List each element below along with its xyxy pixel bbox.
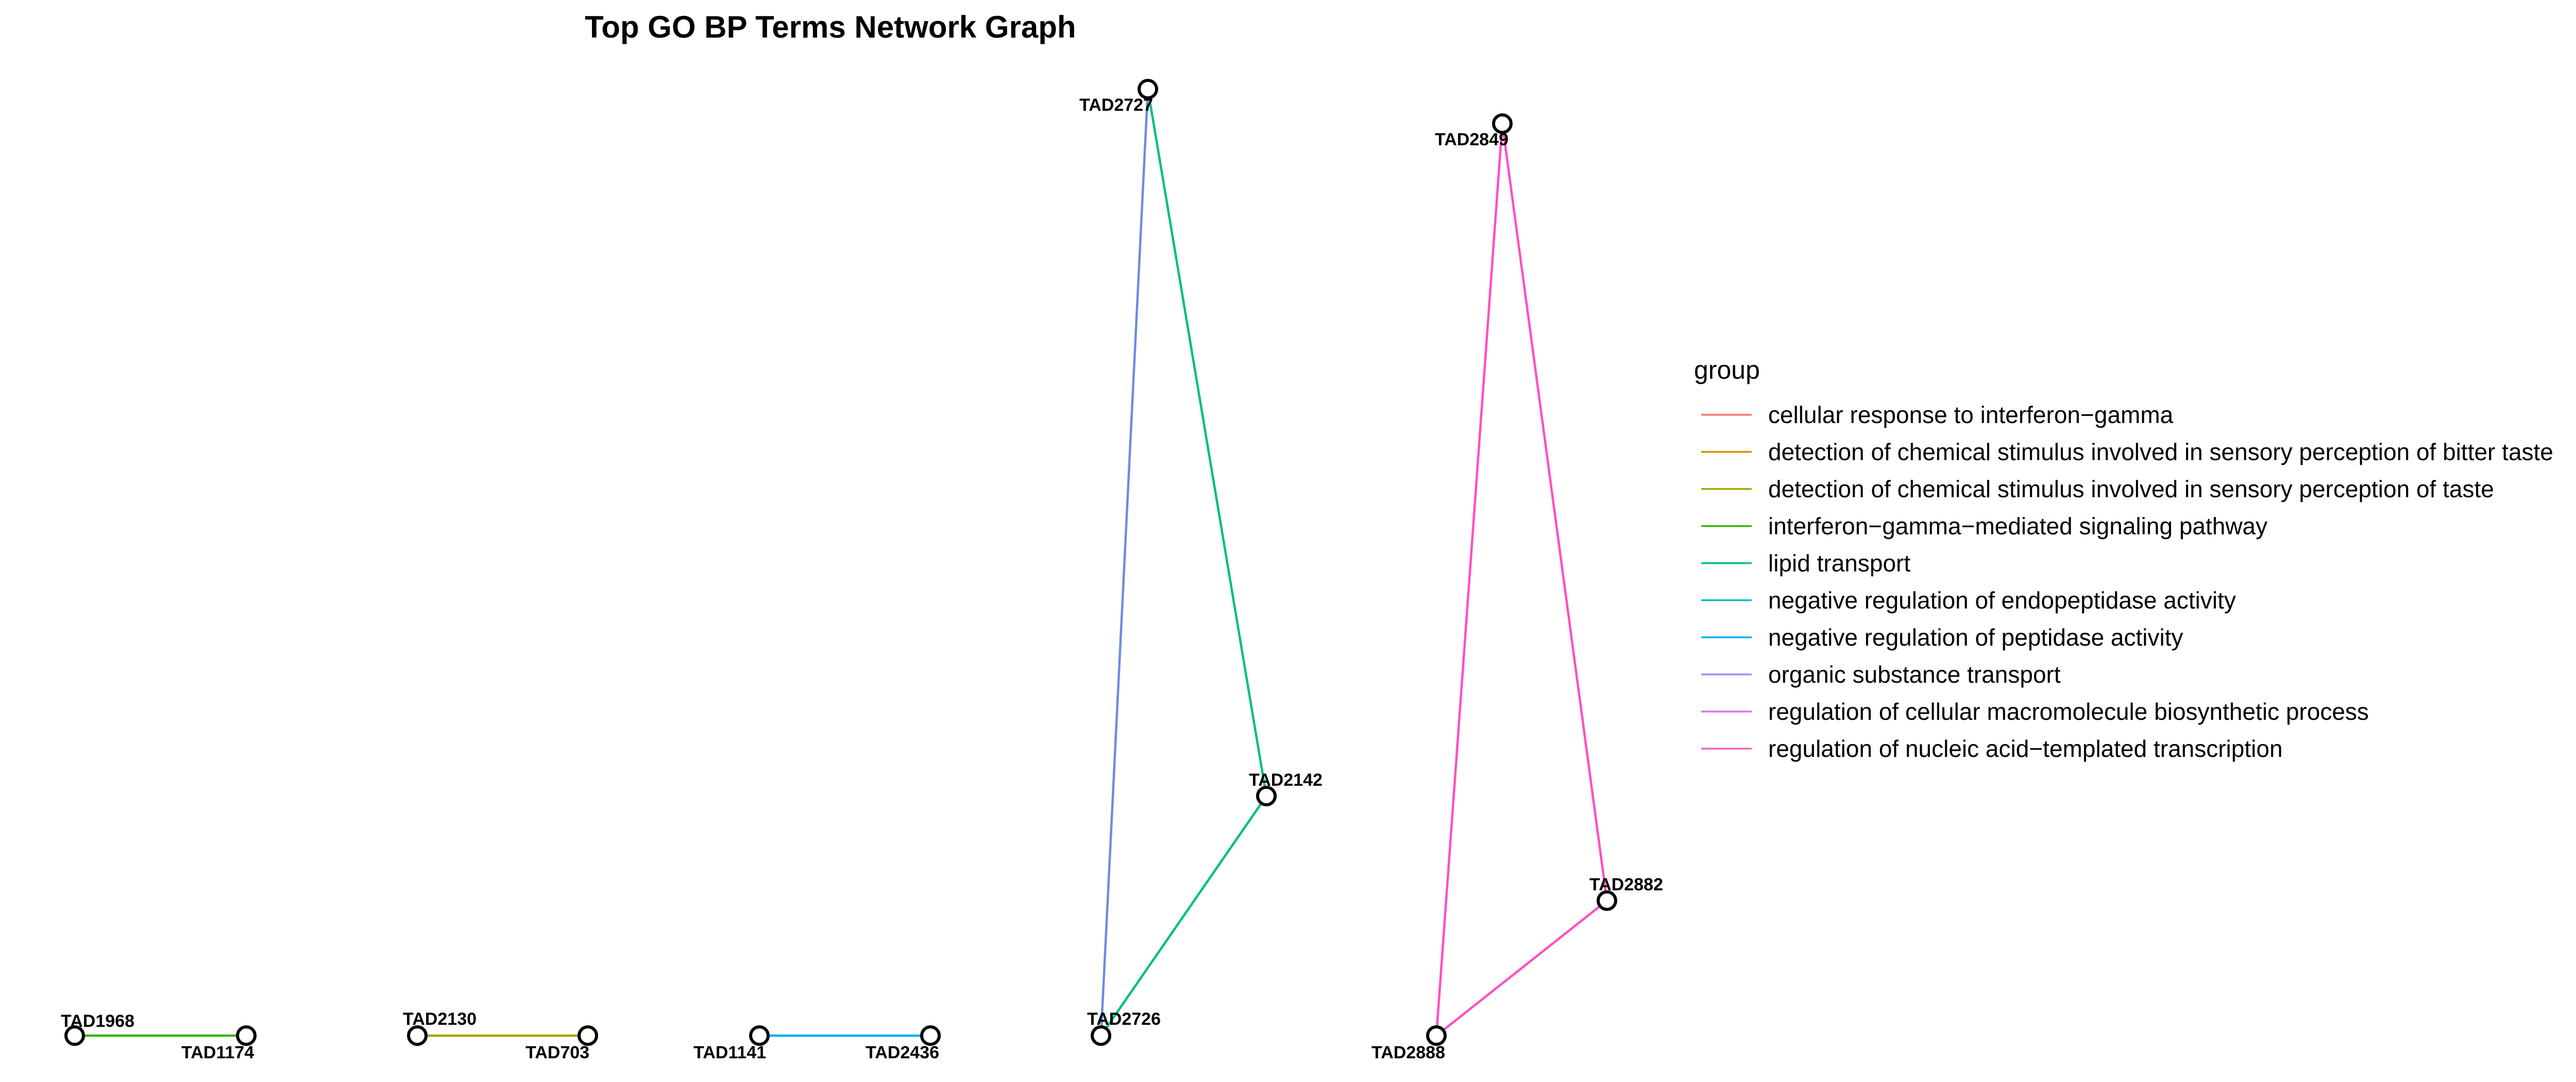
node-TAD1968 <box>64 1025 85 1046</box>
legend-item: organic substance transport <box>1701 661 2061 688</box>
legend-label: regulation of cellular macromolecule bio… <box>1768 698 2369 725</box>
node-TAD2726 <box>1091 1025 1111 1046</box>
edge-layer <box>75 89 1608 1037</box>
graph-title: Top GO BP Terms Network Graph <box>585 10 1076 44</box>
edge-TAD2142-TAD2726 <box>1100 795 1267 1037</box>
node-TAD2436 <box>920 1025 941 1046</box>
node-TAD1141 <box>749 1025 770 1046</box>
legend-item: negative regulation of peptidase activit… <box>1701 624 2183 651</box>
legend-item: interferon−gamma−mediated signaling path… <box>1701 513 2267 539</box>
legend-label: negative regulation of endopeptidase act… <box>1768 587 2236 614</box>
legend-title: group <box>1694 356 1760 384</box>
node-TAD2130 <box>407 1025 428 1046</box>
node-TAD703 <box>578 1025 598 1046</box>
legend-label: lipid transport <box>1768 550 1910 577</box>
legend-item: regulation of cellular macromolecule bio… <box>1701 698 2369 725</box>
legend-item: cellular response to interferon−gamma <box>1701 401 2174 428</box>
node-TAD1174 <box>236 1025 257 1046</box>
legend-item: regulation of nucleic acid−templated tra… <box>1701 735 2283 762</box>
legend-item: lipid transport <box>1701 550 1910 577</box>
node-label-TAD2849: TAD2849 <box>1435 130 1509 149</box>
legend-label: interferon−gamma−mediated signaling path… <box>1768 513 2267 539</box>
legend-label: detection of chemical stimulus involved … <box>1768 438 2553 465</box>
legend-label: regulation of nucleic acid−templated tra… <box>1768 735 2283 762</box>
legend-label: detection of chemical stimulus involved … <box>1768 476 2494 502</box>
legend-item: negative regulation of endopeptidase act… <box>1701 587 2236 614</box>
node-label-TAD2436: TAD2436 <box>866 1043 939 1062</box>
node-label-TAD2888: TAD2888 <box>1371 1043 1445 1062</box>
legend-items: cellular response to interferon−gamma det… <box>1701 401 2553 762</box>
legend-item: detection of chemical stimulus involved … <box>1701 476 2494 502</box>
node-TAD2849 <box>1492 113 1513 134</box>
legend-item: detection of chemical stimulus involved … <box>1701 438 2553 465</box>
node-label-TAD703: TAD703 <box>526 1043 589 1062</box>
edge-TAD2882-TAD2888 <box>1435 900 1608 1037</box>
legend-label: cellular response to interferon−gamma <box>1768 401 2174 428</box>
node-TAD2882 <box>1597 890 1617 911</box>
node-label-layer: TAD1968 TAD1174 TAD2130 TAD703 TAD1141 TAD243… <box>61 95 1663 1062</box>
node-TAD2142 <box>1256 786 1277 806</box>
legend-label: organic substance transport <box>1768 661 2061 688</box>
node-label-TAD2142: TAD2142 <box>1249 770 1323 790</box>
node-label-TAD2882: TAD2882 <box>1589 875 1663 894</box>
edge-TAD2727-TAD2142 <box>1146 89 1268 797</box>
node-label-TAD1141: TAD1141 <box>693 1043 766 1062</box>
node-label-TAD1968: TAD1968 <box>61 1011 134 1031</box>
node-label-TAD2130: TAD2130 <box>403 1009 477 1029</box>
node-layer <box>64 79 1617 1046</box>
node-label-TAD1174: TAD1174 <box>181 1043 254 1062</box>
node-TAD2888 <box>1426 1025 1447 1046</box>
node-label-TAD2726: TAD2726 <box>1087 1009 1161 1029</box>
edge-TAD2849-TAD2888 <box>1435 123 1504 1036</box>
edge-TAD2727-TAD2726 <box>1099 89 1149 1036</box>
legend: group cellular response to interferon−ga… <box>1694 356 2553 762</box>
edge-TAD2849-TAD2882 <box>1501 123 1608 901</box>
node-TAD2727 <box>1138 79 1158 99</box>
legend-label: negative regulation of peptidase activit… <box>1768 624 2183 651</box>
node-label-TAD2727: TAD2727 <box>1079 95 1153 115</box>
